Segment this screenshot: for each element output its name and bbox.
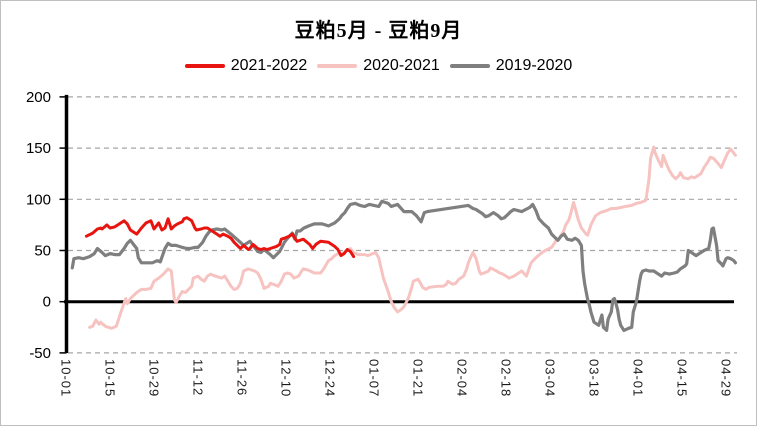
x-axis-label-11-12: 11-12 xyxy=(191,359,206,396)
x-axis-label-10-29: 10-29 xyxy=(147,359,162,397)
x-axis-label-03-18: 03-18 xyxy=(587,359,602,397)
x-axis-label-12-10: 12-10 xyxy=(279,359,294,397)
series-line-2020-2021 xyxy=(88,145,737,330)
legend-line-swatch-gray xyxy=(449,64,490,68)
y-axis-label: 0 xyxy=(43,294,51,311)
x-axis-label-01-07: 01-07 xyxy=(367,359,382,397)
legend-line-swatch-pink xyxy=(317,64,358,68)
x-axis-label-12-24: 12-24 xyxy=(323,359,338,397)
y-axis-label: 150 xyxy=(26,140,51,157)
y-axis-label: -50 xyxy=(29,345,51,362)
legend-item-2020-2021: 2020-2021 xyxy=(317,57,440,75)
x-axis-label-03-04: 03-04 xyxy=(543,359,558,397)
x-axis-label-04-29: 04-29 xyxy=(719,359,734,397)
x-axis-label-02-04: 02-04 xyxy=(455,359,470,397)
legend-label: 2019-2020 xyxy=(495,57,573,74)
legend-item-2021-2022: 2021-2022 xyxy=(184,57,308,75)
x-axis-label-11-26: 11-26 xyxy=(235,359,250,396)
y-axis-label: 200 xyxy=(26,89,51,106)
x-axis-label-04-15: 04-15 xyxy=(675,359,690,397)
series-line-2019-2020 xyxy=(70,199,738,332)
x-axis-label-04-01: 04-01 xyxy=(631,359,646,397)
legend-label: 2021-2022 xyxy=(230,57,308,74)
y-axis-label: 100 xyxy=(26,191,51,208)
legend-line-swatch-red xyxy=(184,64,225,68)
x-axis-label-10-15: 10-15 xyxy=(103,359,118,397)
legend-item-2019-2020: 2019-2020 xyxy=(449,57,573,75)
x-axis-label-02-18: 02-18 xyxy=(499,359,514,397)
chart-legend: 2021-2022 2020-2021 2019-2020 xyxy=(1,57,756,75)
x-axis-label-01-21: 01-21 xyxy=(411,359,426,397)
legend-label: 2020-2021 xyxy=(363,57,440,74)
y-axis-label: 50 xyxy=(34,243,51,260)
chart-title: 豆粕5月 - 豆粕9月 xyxy=(294,20,463,42)
series-line-2021-2022 xyxy=(84,216,356,259)
x-axis-label-10-01: 10-01 xyxy=(59,359,74,397)
